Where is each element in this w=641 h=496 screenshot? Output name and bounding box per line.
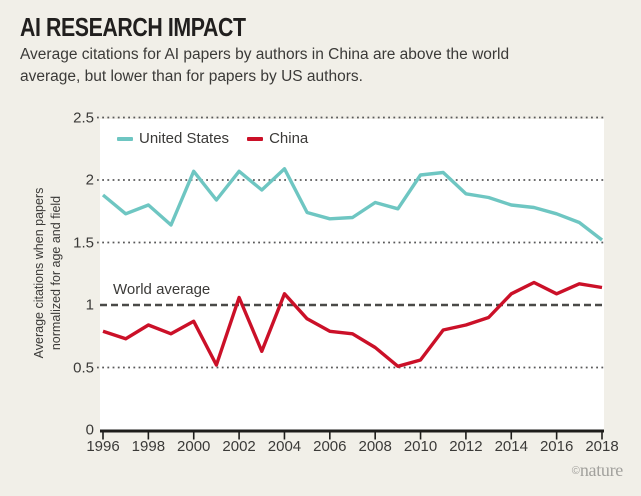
y-tick-label: 0 bbox=[85, 421, 94, 439]
credit-word: nature bbox=[579, 460, 623, 480]
copyright-icon: © bbox=[571, 465, 580, 477]
x-tick-label: 2016 bbox=[539, 438, 574, 455]
y-axis-title: Average citations when papers normalized… bbox=[31, 168, 65, 378]
legend-item-united-states: United States bbox=[117, 130, 229, 147]
nature-credit: ©nature bbox=[571, 460, 624, 481]
x-tick-label: 2008 bbox=[358, 438, 392, 455]
x-tick-label: 2006 bbox=[313, 438, 347, 455]
y-tick-label: 2.5 bbox=[73, 109, 94, 126]
y-tick-label: 1.5 bbox=[73, 234, 94, 251]
x-tick-label: 1998 bbox=[131, 438, 166, 455]
x-tick-label: 2012 bbox=[449, 438, 483, 455]
x-tick-label: 2000 bbox=[177, 438, 211, 455]
legend-label-china: China bbox=[269, 130, 309, 147]
x-tick-label: 2014 bbox=[494, 438, 528, 455]
x-tick-label: 2002 bbox=[222, 438, 256, 455]
x-tick-label: 1996 bbox=[86, 438, 120, 455]
y-tick-label: 2 bbox=[85, 171, 94, 189]
chart-legend: United States China bbox=[117, 130, 308, 147]
y-tick-label: 0.5 bbox=[73, 359, 94, 376]
legend-label-united-states: United States bbox=[139, 130, 230, 147]
y-tick-label: 1 bbox=[85, 296, 94, 314]
legend-item-china: China bbox=[247, 130, 308, 147]
china-line-swatch-icon bbox=[247, 136, 264, 141]
figure-subtitle: Average citations for AI papers by autho… bbox=[20, 46, 510, 86]
us-line-swatch-icon bbox=[117, 136, 133, 141]
x-tick-label: 2018 bbox=[585, 438, 619, 455]
y-axis-title-line1: Average citations when papers bbox=[32, 187, 46, 359]
plot-area bbox=[100, 119, 604, 430]
figure-title: AI RESEARCH IMPACT bbox=[20, 12, 246, 42]
world-average-label: World average bbox=[113, 281, 211, 298]
x-tick-label: 2004 bbox=[267, 438, 302, 455]
x-tick-label: 2010 bbox=[403, 438, 438, 455]
y-axis-title-line2: normalized for age and field bbox=[48, 195, 63, 351]
